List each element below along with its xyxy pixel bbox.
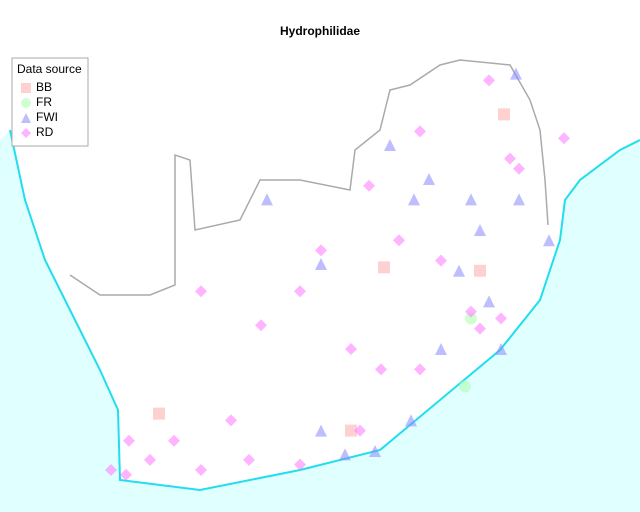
point	[315, 424, 327, 437]
point	[195, 464, 207, 477]
point	[474, 264, 486, 277]
point	[414, 125, 426, 138]
point	[384, 139, 396, 151]
point	[558, 132, 570, 145]
point	[195, 285, 207, 298]
point	[153, 407, 165, 420]
point	[465, 312, 477, 325]
point	[120, 468, 132, 481]
legend-label: BB	[36, 80, 52, 94]
point	[315, 258, 327, 270]
border	[69, 59, 549, 296]
point	[315, 244, 327, 257]
point	[504, 152, 516, 165]
point	[423, 173, 435, 185]
point	[465, 305, 477, 318]
point	[393, 234, 405, 247]
point	[474, 224, 486, 236]
point	[294, 285, 306, 298]
point	[375, 363, 387, 376]
legend-label: FWI	[36, 110, 58, 124]
point	[144, 453, 156, 466]
legend-title: Data source	[17, 62, 82, 76]
legend-marker	[21, 128, 31, 138]
point	[405, 414, 417, 427]
point	[408, 193, 420, 206]
legend-label: FR	[36, 95, 52, 109]
point	[105, 464, 117, 477]
point	[474, 322, 486, 335]
point	[483, 295, 495, 308]
point	[453, 264, 465, 277]
legend-label: RD	[36, 125, 54, 139]
point	[225, 414, 237, 427]
ocean	[0, 130, 640, 512]
point	[435, 254, 447, 267]
point	[483, 74, 495, 87]
point	[345, 424, 357, 437]
point	[369, 445, 381, 457]
point	[261, 193, 273, 206]
point	[414, 363, 426, 376]
point	[363, 179, 375, 192]
point	[513, 193, 525, 206]
legend-marker	[21, 98, 31, 108]
point	[339, 448, 351, 461]
point	[498, 108, 510, 121]
point	[168, 434, 180, 447]
points	[105, 67, 570, 481]
point	[495, 343, 507, 355]
point	[354, 424, 366, 437]
point	[345, 343, 357, 355]
point	[495, 312, 507, 325]
point	[294, 458, 306, 471]
legend-marker	[21, 113, 31, 123]
point	[435, 343, 447, 355]
point	[243, 453, 255, 466]
point	[510, 67, 522, 80]
point	[255, 319, 267, 332]
point	[465, 193, 477, 206]
map-title: Hydrophilidae	[280, 24, 360, 38]
point	[459, 380, 471, 393]
point	[123, 434, 135, 447]
point	[513, 162, 525, 175]
legend-marker	[21, 83, 31, 93]
point	[543, 234, 555, 247]
point	[378, 261, 390, 274]
